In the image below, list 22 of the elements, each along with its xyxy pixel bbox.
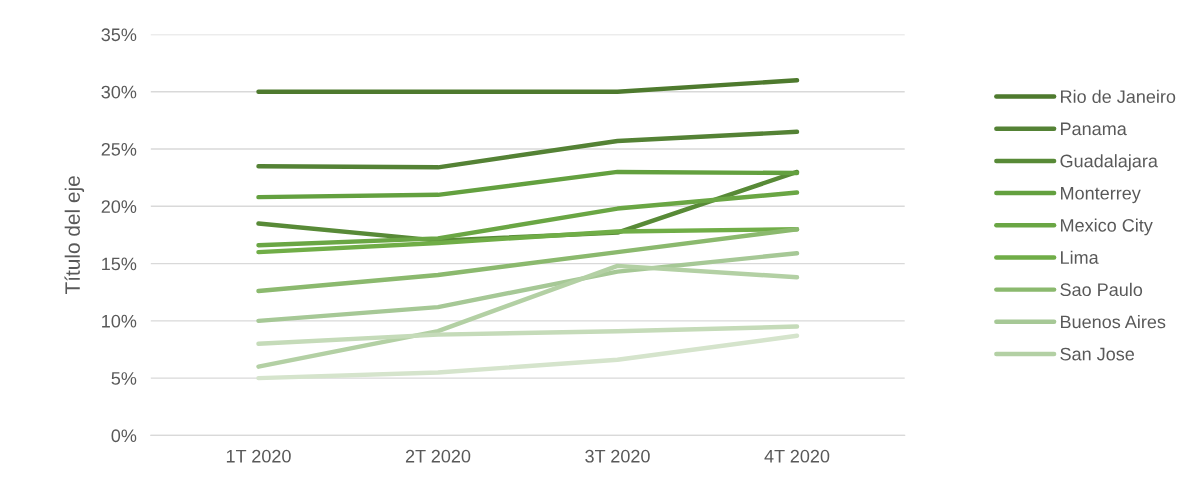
- legend-label: Guadalajara: [1060, 154, 1158, 171]
- legend-label: San Jose: [1060, 347, 1135, 361]
- legend-label: Panama: [1061, 122, 1127, 136]
- x-tick-label: 2T 2020: [405, 449, 471, 463]
- y-axis-title: Título del eje: [64, 176, 85, 295]
- x-tick-label: 3T 2020: [585, 449, 650, 463]
- x-tick-label: 4T 2020: [764, 449, 830, 463]
- y-tick-label: 35%: [101, 28, 137, 42]
- legend-label: Mexico City: [1061, 218, 1153, 236]
- legend-label: Lima: [1061, 250, 1099, 264]
- legend-label: Monterrey: [1061, 186, 1141, 204]
- y-tick-label: 0%: [111, 429, 137, 443]
- y-tick-label: 30%: [101, 85, 137, 99]
- x-tick-label: 1T 2020: [226, 449, 291, 463]
- legend-label: Buenos Aires: [1061, 315, 1166, 329]
- y-tick-label: 25%: [101, 142, 137, 156]
- y-tick-label: 10%: [102, 314, 137, 328]
- y-tick-label: 15%: [102, 257, 137, 271]
- legend-label: Rio de Janeiro: [1061, 89, 1176, 104]
- legend-label: Sao Paulo: [1060, 282, 1143, 297]
- y-tick-label: 20%: [101, 200, 137, 214]
- y-tick-label: 5%: [111, 372, 137, 385]
